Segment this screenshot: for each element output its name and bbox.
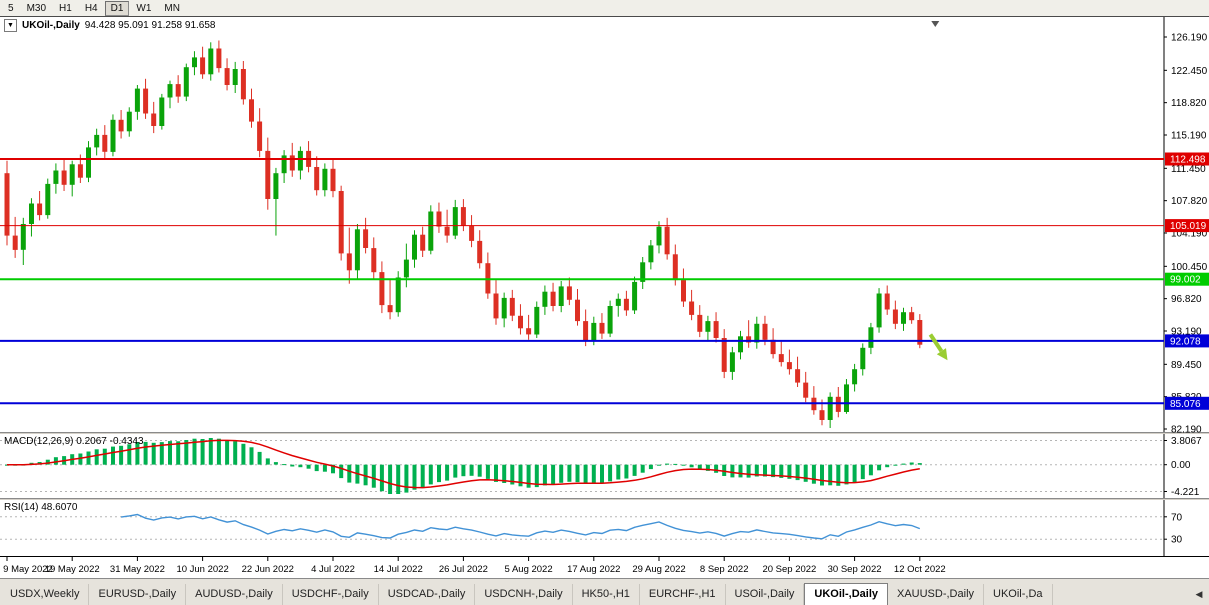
- date-axis[interactable]: 9 May 2022 19 May 2022 31 May 2022 10 Jun 2…: [0, 556, 1209, 578]
- svg-text:3.8067: 3.8067: [1171, 436, 1202, 447]
- svg-text:20 Sep 2022: 20 Sep 2022: [762, 564, 816, 575]
- macd-histogram: [5, 438, 922, 494]
- svg-text:19 May 2022: 19 May 2022: [45, 564, 100, 575]
- sell-arrow-annotation[interactable]: [928, 333, 948, 361]
- tab-usdx-weekly[interactable]: USDX,Weekly: [1, 584, 90, 605]
- svg-text:29 Aug 2022: 29 Aug 2022: [632, 564, 685, 575]
- timeframe-toolbar: 5 M30 H1 H4 D1 W1 MN: [0, 0, 1209, 17]
- horizontal-line-112.498[interactable]: 112.498: [0, 152, 1209, 166]
- svg-text:8 Sep 2022: 8 Sep 2022: [700, 564, 749, 575]
- svg-text:31 May 2022: 31 May 2022: [110, 564, 165, 575]
- svg-text:118.820: 118.820: [1171, 98, 1207, 109]
- chart-dropdown-button[interactable]: ▼: [4, 19, 17, 32]
- tab-ukoil-daily[interactable]: UKOil-,Daily: [804, 583, 888, 605]
- svg-text:9 May 2022: 9 May 2022: [3, 564, 53, 575]
- svg-text:112.498: 112.498: [1170, 155, 1206, 166]
- tab-usdchf-daily[interactable]: USDCHF-,Daily: [283, 584, 379, 605]
- tab-audusd-daily[interactable]: AUDUSD-,Daily: [186, 584, 283, 605]
- period-button-5[interactable]: 5: [2, 1, 20, 16]
- tab-hk50-h1[interactable]: HK50-,H1: [573, 584, 640, 605]
- period-button-h1[interactable]: H1: [53, 1, 78, 16]
- svg-text:85.076: 85.076: [1170, 399, 1201, 410]
- svg-text:4 Jul 2022: 4 Jul 2022: [311, 564, 355, 575]
- period-button-d1[interactable]: D1: [104, 0, 130, 16]
- svg-text:104.190: 104.190: [1171, 229, 1208, 240]
- tab-usdcnh-daily[interactable]: USDCNH-,Daily: [475, 584, 573, 605]
- rsi-panel[interactable]: 70 30 RSI(14) 48.6070: [0, 500, 1209, 556]
- horizontal-line-85.076[interactable]: 85.076: [0, 396, 1209, 410]
- svg-text:92.078: 92.078: [1170, 336, 1201, 347]
- horizontal-line-92.078[interactable]: 92.078: [0, 334, 1209, 348]
- horizontal-line-105.019[interactable]: 105.019: [0, 219, 1209, 233]
- svg-text:5 Aug 2022: 5 Aug 2022: [505, 564, 553, 575]
- tab-usoil-daily[interactable]: USOil-,Daily: [726, 584, 805, 605]
- svg-text:105.019: 105.019: [1170, 221, 1207, 232]
- macd-signal-line: [6, 439, 920, 489]
- period-button-w1[interactable]: W1: [130, 1, 157, 16]
- svg-text:10 Jun 2022: 10 Jun 2022: [176, 564, 228, 575]
- tabs-scroll-left-button[interactable]: ◀: [1195, 589, 1203, 599]
- svg-text:82.190: 82.190: [1171, 425, 1202, 436]
- macd-panel[interactable]: 3.8067 0.00 -4.221 MACD(12,26,9) 0.2067 -0…: [0, 434, 1209, 498]
- svg-text:17 Aug 2022: 17 Aug 2022: [567, 564, 620, 575]
- chart-shift-marker[interactable]: [931, 21, 940, 27]
- horizontal-line-99.002[interactable]: 99.002: [0, 272, 1209, 286]
- svg-text:115.190: 115.190: [1171, 131, 1207, 142]
- period-button-m30[interactable]: M30: [21, 1, 52, 16]
- panel-splitter[interactable]: [0, 498, 1209, 500]
- svg-text:122.450: 122.450: [1171, 66, 1208, 77]
- svg-text:96.820: 96.820: [1171, 294, 1202, 305]
- svg-text:30: 30: [1171, 535, 1183, 546]
- svg-text:93.190: 93.190: [1171, 327, 1202, 338]
- svg-text:126.190: 126.190: [1171, 33, 1208, 44]
- candlesticks: [4, 40, 923, 428]
- rsi-line: [120, 513, 921, 540]
- period-button-h4[interactable]: H4: [79, 1, 104, 16]
- svg-text:70: 70: [1171, 512, 1183, 523]
- period-button-mn[interactable]: MN: [158, 1, 186, 16]
- svg-text:0.00: 0.00: [1171, 460, 1191, 471]
- svg-text:100.450: 100.450: [1171, 262, 1208, 273]
- svg-text:89.450: 89.450: [1171, 360, 1202, 371]
- svg-text:111.450: 111.450: [1171, 164, 1206, 175]
- tab-ukoil-da[interactable]: UKOil-,Da: [984, 584, 1053, 605]
- svg-text:107.820: 107.820: [1171, 196, 1208, 207]
- svg-text:-4.221: -4.221: [1171, 487, 1200, 498]
- tab-usdcad-daily[interactable]: USDCAD-,Daily: [379, 584, 476, 605]
- tab-eurchf-h1[interactable]: EURCHF-,H1: [640, 584, 726, 605]
- svg-text:99.002: 99.002: [1170, 275, 1201, 286]
- svg-text:26 Jul 2022: 26 Jul 2022: [439, 564, 488, 575]
- tab-eurusd-daily[interactable]: EURUSD-,Daily: [89, 584, 187, 605]
- svg-text:12 Oct 2022: 12 Oct 2022: [894, 564, 946, 575]
- svg-text:22 Jun 2022: 22 Jun 2022: [242, 564, 294, 575]
- main-price-panel[interactable]: 126.190 122.450 118.820 115.190 111.450 107.8…: [0, 17, 1209, 436]
- chevron-down-icon: ▼: [7, 22, 14, 29]
- chart-tabs-bar: USDX,Weekly EURUSD-,Daily AUDUSD-,Daily USD…: [0, 578, 1209, 605]
- svg-text:30 Sep 2022: 30 Sep 2022: [828, 564, 882, 575]
- tab-xauusd-daily[interactable]: XAUUSD-,Daily: [888, 584, 985, 605]
- panel-splitter[interactable]: [0, 432, 1209, 434]
- svg-text:14 Jul 2022: 14 Jul 2022: [374, 564, 423, 575]
